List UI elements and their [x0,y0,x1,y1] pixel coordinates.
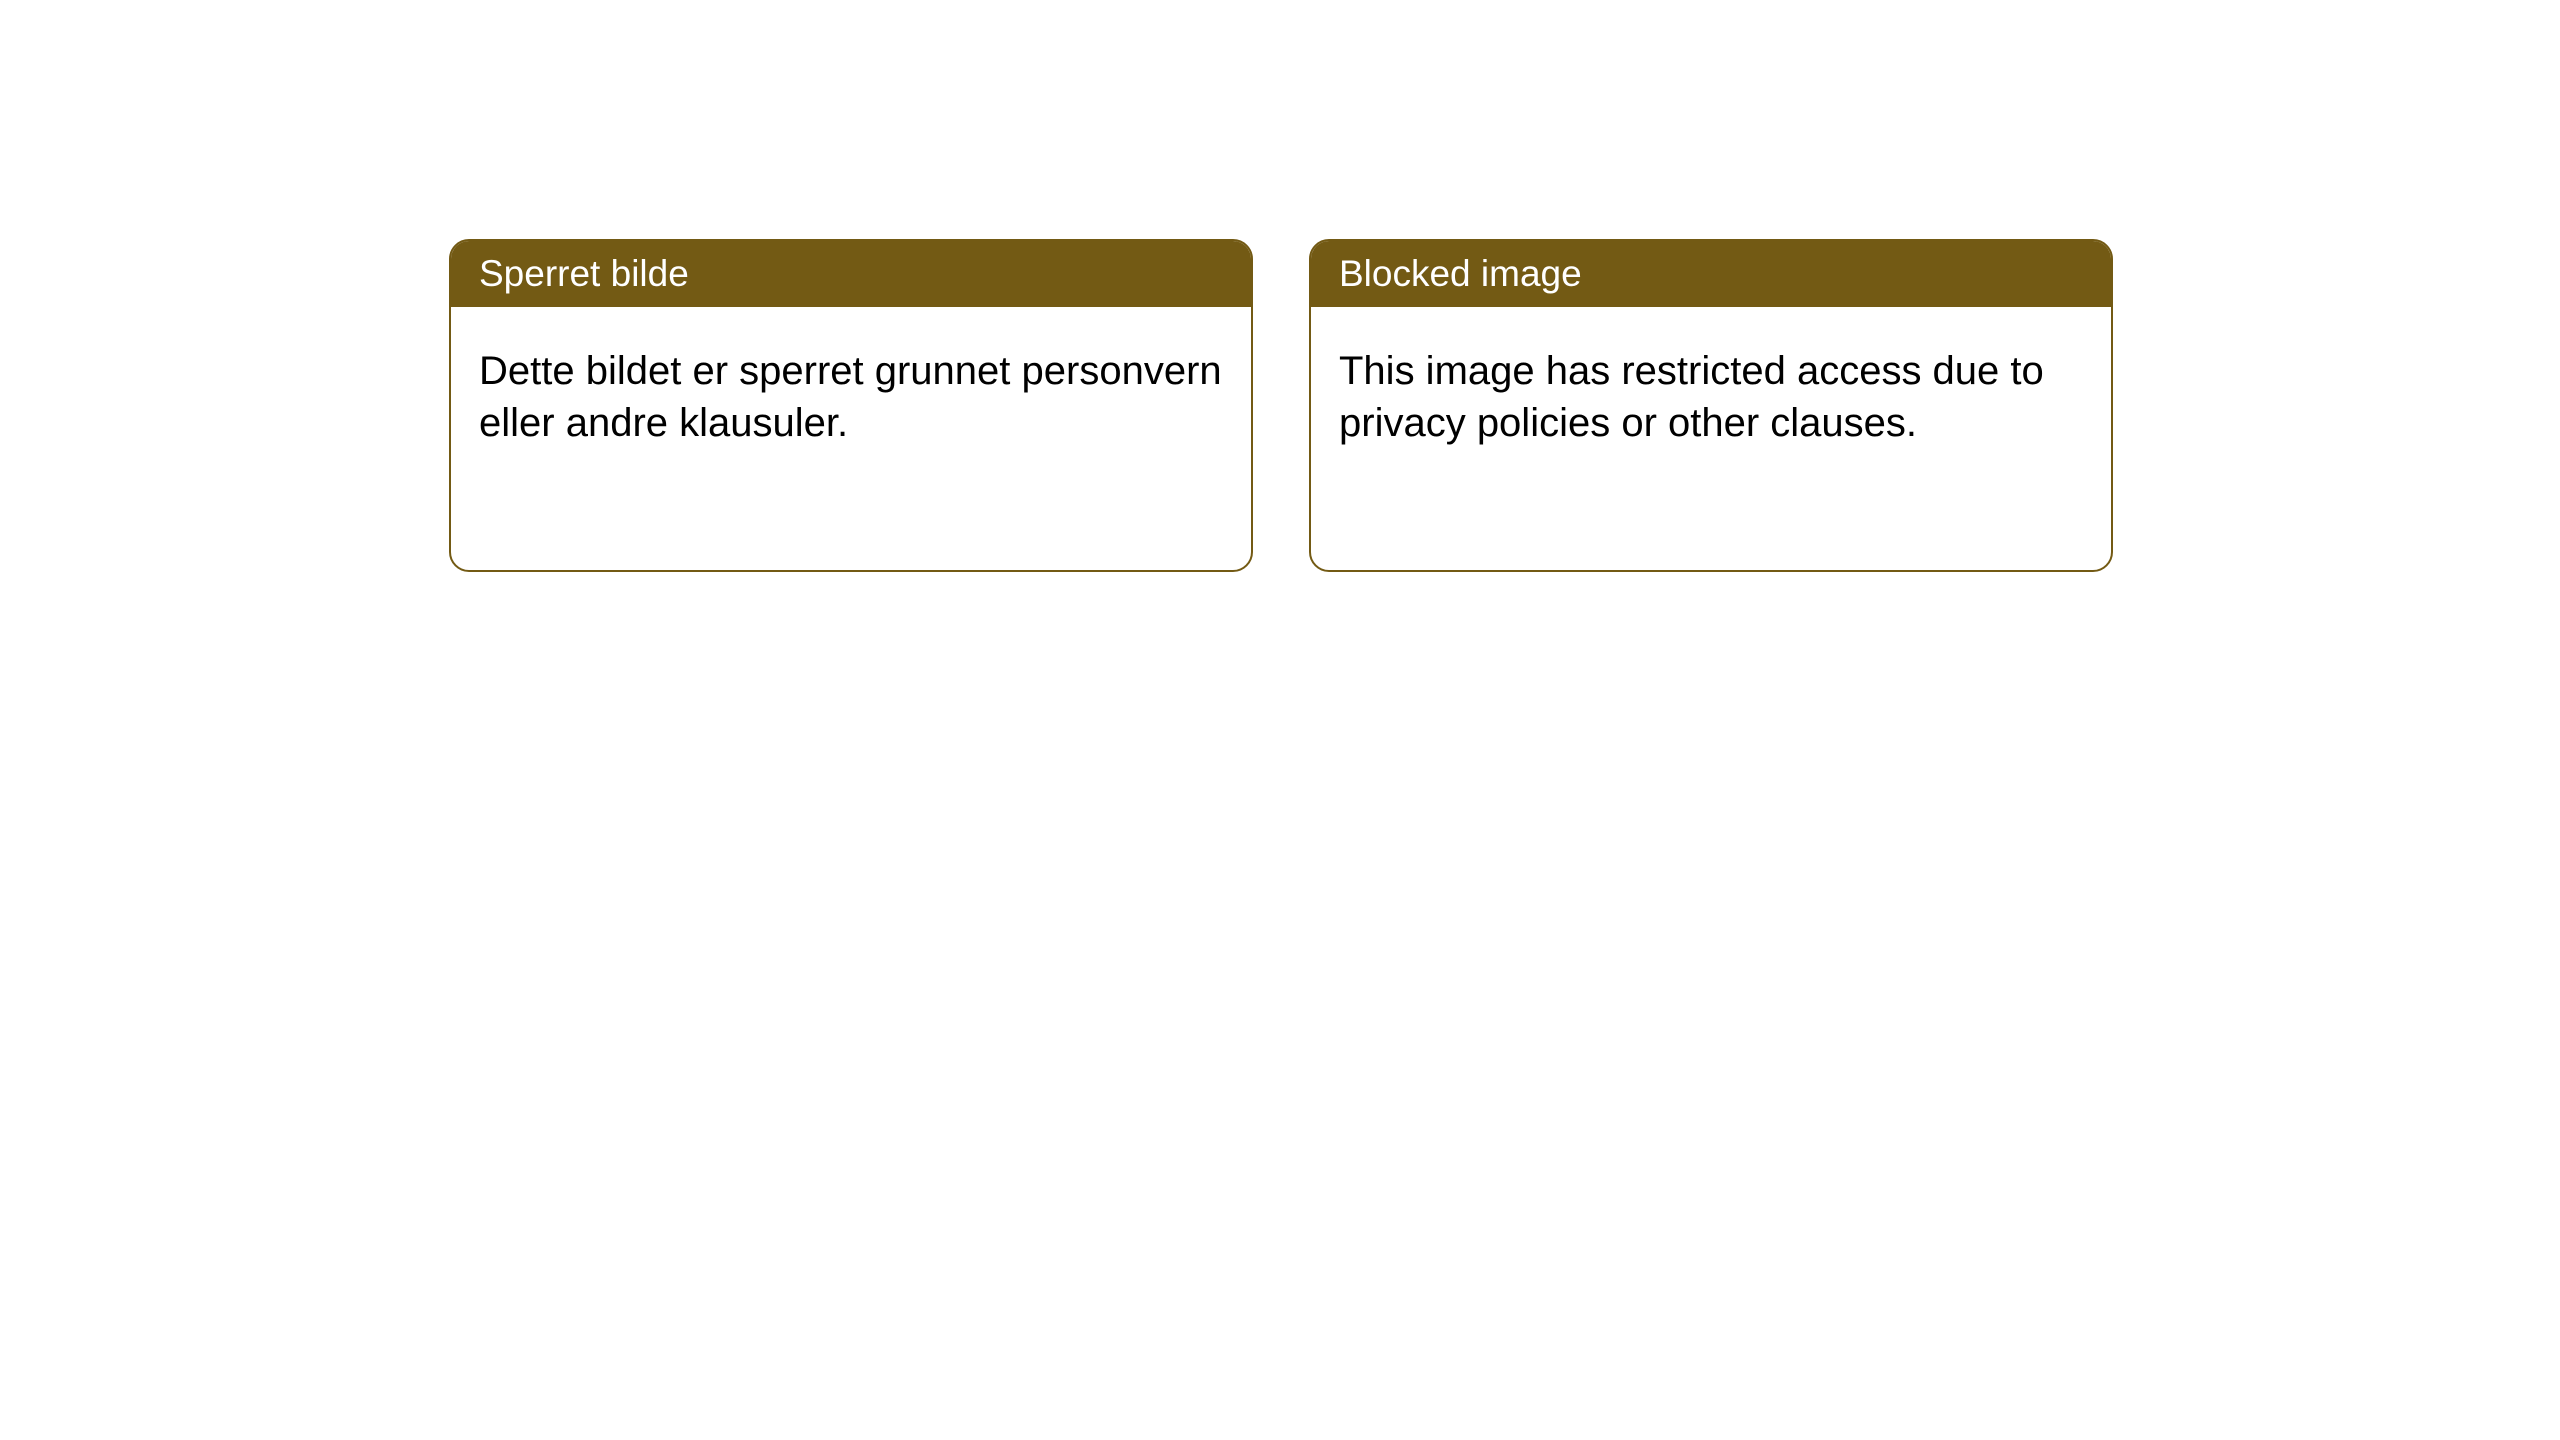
card-body: Dette bildet er sperret grunnet personve… [451,307,1251,477]
notice-card-english: Blocked image This image has restricted … [1309,239,2113,572]
notice-container: Sperret bilde Dette bildet er sperret gr… [0,0,2560,572]
card-title: Sperret bilde [451,241,1251,307]
notice-card-norwegian: Sperret bilde Dette bildet er sperret gr… [449,239,1253,572]
card-body: This image has restricted access due to … [1311,307,2111,477]
card-title: Blocked image [1311,241,2111,307]
